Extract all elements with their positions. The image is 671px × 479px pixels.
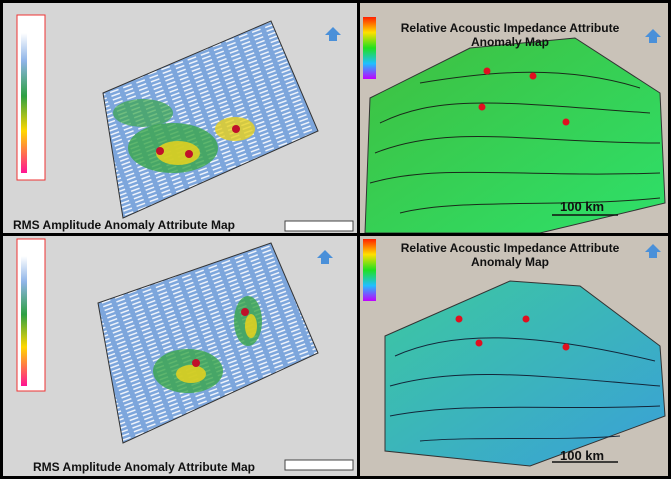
- rms-panel: RMS Amplitude Anomaly Attribute Map: [3, 236, 357, 476]
- north-arrow: [325, 27, 341, 41]
- color-scale: [21, 33, 27, 173]
- color-scale: [21, 256, 27, 386]
- north-arrow: [645, 29, 661, 43]
- north-arrow: [317, 250, 333, 264]
- scale-label: 100 km: [560, 199, 604, 214]
- map-area: [98, 243, 318, 443]
- rms-map: [3, 236, 357, 476]
- scale-bar: [285, 221, 353, 231]
- impedance-panel: Relative Acoustic Impedance Attribute An…: [360, 3, 668, 233]
- well: [185, 150, 193, 158]
- impedance-panel: Relative Acoustic Impedance Attribute An…: [360, 236, 668, 476]
- panel-title: Relative Acoustic Impedance Attribute An…: [380, 21, 640, 49]
- scale-bar: [285, 460, 353, 470]
- rms-map: [3, 3, 357, 233]
- well: [530, 73, 537, 80]
- anomaly: [113, 99, 173, 127]
- color-scale: [363, 17, 376, 79]
- well: [476, 340, 483, 347]
- anomaly: [245, 314, 257, 338]
- well: [484, 68, 491, 75]
- well: [479, 104, 486, 111]
- well: [563, 119, 570, 126]
- rms-panel: RMS Amplitude Anomaly Attribute Map: [3, 3, 357, 233]
- figure: RMS Amplitude Anomaly Attribute Map: [0, 0, 671, 479]
- anomaly: [176, 365, 206, 383]
- impedance-map: [360, 236, 668, 476]
- panel-title: Relative Acoustic Impedance Attribute An…: [380, 241, 640, 269]
- well: [192, 359, 200, 367]
- well: [156, 147, 164, 155]
- well: [456, 316, 463, 323]
- well: [241, 308, 249, 316]
- scale-label: 100 km: [560, 448, 604, 463]
- well: [232, 125, 240, 133]
- north-arrow: [645, 244, 661, 258]
- panel-title: RMS Amplitude Anomaly Attribute Map: [33, 460, 293, 474]
- well: [523, 316, 530, 323]
- color-scale: [363, 239, 376, 301]
- well: [563, 344, 570, 351]
- panel-title: RMS Amplitude Anomaly Attribute Map: [13, 218, 273, 232]
